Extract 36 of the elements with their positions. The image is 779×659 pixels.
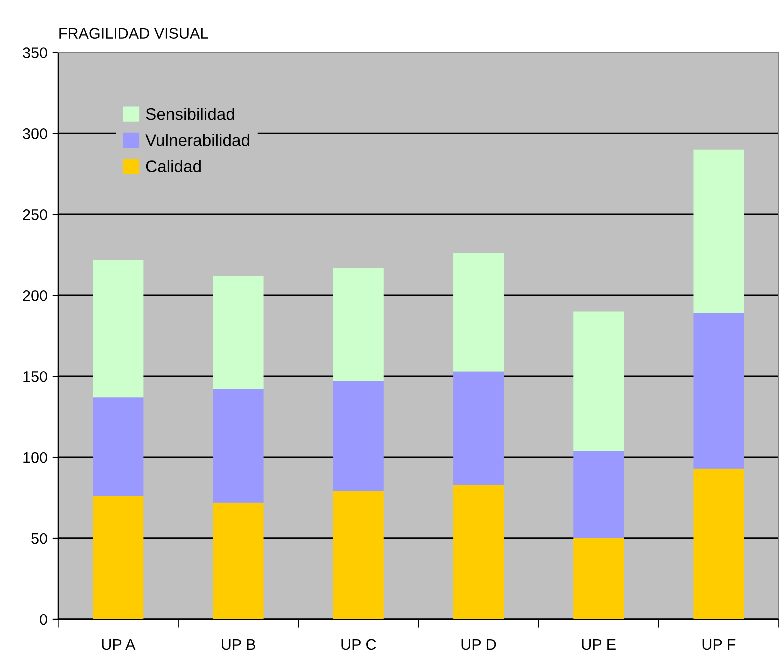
x-tick-label: UP C (342, 639, 376, 650)
x-tick-label: UP A (102, 639, 136, 650)
y-tick-label: 0 (40, 614, 48, 626)
bar (93, 496, 144, 620)
bar (333, 268, 384, 382)
y-tick-label: 200 (23, 290, 48, 302)
bar (454, 372, 504, 486)
y-tick-label: 150 (24, 371, 48, 382)
bar (454, 485, 504, 620)
bar (93, 260, 144, 398)
y-tick-label: 300 (23, 128, 48, 140)
legend-label: Vulnerabilidad (146, 134, 250, 146)
bar (574, 312, 624, 452)
bar (213, 390, 264, 503)
bar (574, 451, 624, 538)
chart-title: FRAGILIDAD VISUAL (60, 28, 208, 39)
bar (454, 254, 504, 372)
y-tick-label: 350 (23, 48, 48, 58)
y-tick-label: 50 (32, 533, 48, 544)
legend-label: Calidad (146, 160, 201, 172)
legend-label: Sensibilidad (146, 108, 234, 120)
bar (333, 381, 384, 492)
bar (213, 276, 264, 390)
bar (333, 492, 384, 620)
y-tick-label: 250 (23, 210, 48, 220)
bar (93, 398, 144, 496)
x-tick-label: UP D (462, 639, 496, 650)
y-tick-label: 100 (24, 452, 48, 464)
x-tick-label: UP B (222, 639, 256, 650)
bar (694, 150, 744, 314)
bar (574, 538, 624, 620)
x-tick-label: UP F (702, 639, 736, 650)
bar (694, 468, 744, 620)
x-tick-label: UP E (582, 639, 616, 650)
bar (213, 502, 264, 620)
bar (694, 313, 744, 469)
